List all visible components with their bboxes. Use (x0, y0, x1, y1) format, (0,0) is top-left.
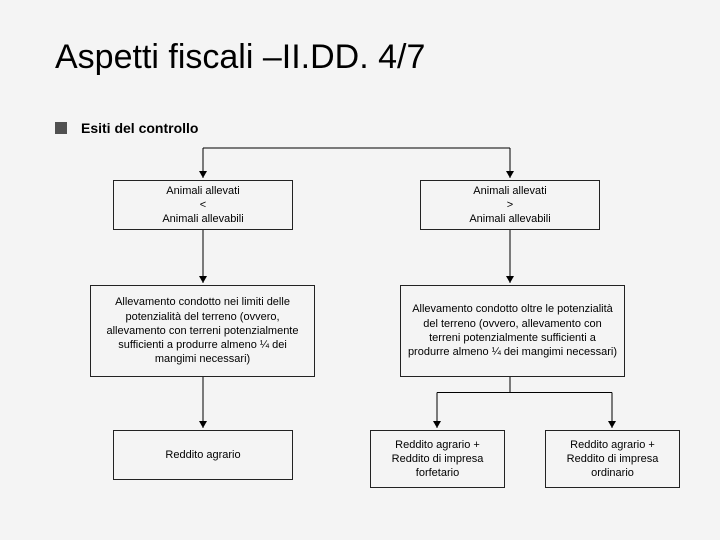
box-left-bottom: Reddito agrario (113, 430, 293, 480)
page-title: Aspetti fiscali –II.DD. 4/7 (55, 38, 425, 77)
box-left-mid: Allevamento condotto nei limiti delle po… (90, 285, 315, 377)
box-right-mid: Allevamento condotto oltre le potenziali… (400, 285, 625, 377)
subtitle-text: Esiti del controllo (81, 120, 198, 136)
box-right-bottom-b: Reddito agrario + Reddito di impresa ord… (545, 430, 680, 488)
box-left-top: Animali allevati < Animali allevabili (113, 180, 293, 230)
bullet-icon (55, 122, 67, 134)
box-right-top: Animali allevati > Animali allevabili (420, 180, 600, 230)
box-right-bottom-a: Reddito agrario + Reddito di impresa for… (370, 430, 505, 488)
subtitle-row: Esiti del controllo (55, 120, 198, 136)
